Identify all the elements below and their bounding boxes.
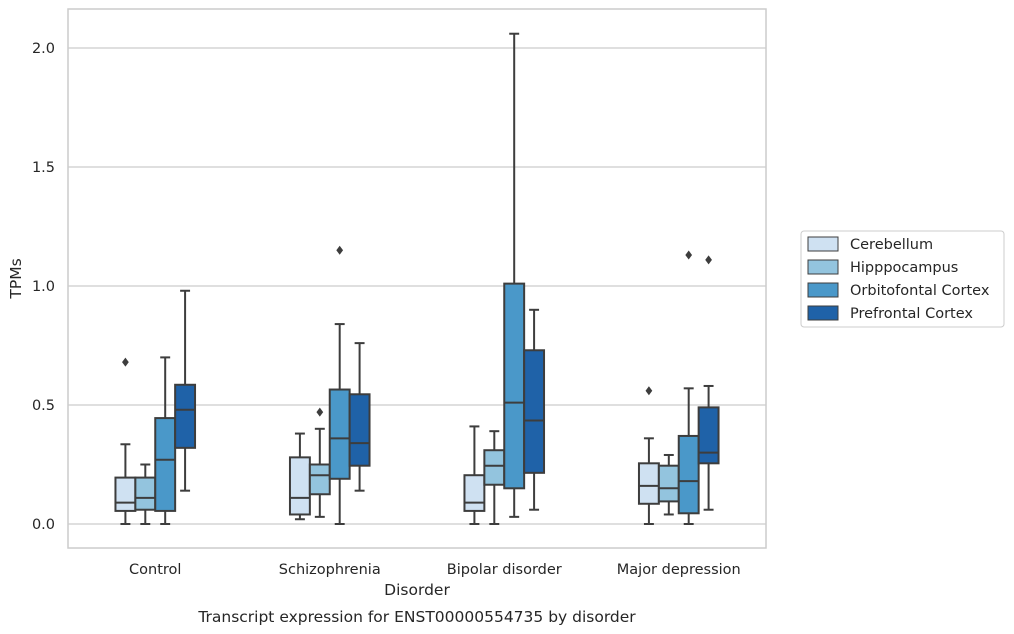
x-tick-label-3: Major depression bbox=[617, 562, 741, 578]
outlier-point-0 bbox=[336, 245, 344, 255]
legend-label-0: Cerebellum bbox=[850, 237, 933, 253]
box-body bbox=[134, 476, 157, 511]
x-tick-labels: Control Schizophrenia Bipolar disorder Majo… bbox=[129, 562, 741, 578]
y-tick-labels: 0.0 0.5 1.0 1.5 2.0 bbox=[32, 41, 55, 533]
box-body bbox=[503, 282, 526, 490]
box-0-1 bbox=[134, 463, 157, 525]
box-body bbox=[288, 456, 311, 516]
legend-label-2: Orbitofontal Cortex bbox=[850, 283, 990, 299]
legend-swatch-2 bbox=[807, 282, 839, 298]
box-body bbox=[348, 393, 371, 467]
legend-label-3: Prefrontal Cortex bbox=[850, 306, 973, 322]
box-body bbox=[677, 434, 700, 515]
y-tick-label-3: 1.5 bbox=[32, 160, 55, 176]
legend-swatch-1 bbox=[807, 259, 839, 275]
box-body bbox=[174, 383, 197, 449]
box-body bbox=[154, 417, 177, 512]
legend-frame bbox=[800, 230, 1005, 328]
box-2-0 bbox=[463, 425, 486, 525]
y-tick-label-4: 2.0 bbox=[32, 41, 55, 57]
outlier-point-0 bbox=[122, 357, 129, 367]
y-axis-title: TPMs bbox=[7, 258, 25, 299]
box-1-3 bbox=[348, 342, 371, 492]
box-body bbox=[483, 449, 506, 486]
legend-swatch-3 bbox=[807, 305, 839, 321]
box-3-2 bbox=[677, 250, 700, 525]
box-body bbox=[523, 349, 546, 474]
box-2-1 bbox=[483, 430, 506, 525]
box-0-2 bbox=[154, 356, 177, 525]
y-tick-label-1: 0.5 bbox=[32, 398, 55, 414]
x-tick-label-1: Schizophrenia bbox=[279, 562, 381, 578]
box-body bbox=[697, 406, 720, 465]
box-3-3 bbox=[697, 255, 720, 511]
y-tick-label-2: 1.0 bbox=[32, 279, 55, 295]
outlier-point-0 bbox=[685, 250, 693, 260]
x-tick-label-0: Control bbox=[129, 562, 181, 578]
legend-swatch-0 bbox=[807, 236, 839, 252]
box-body bbox=[328, 388, 351, 480]
box-body bbox=[637, 462, 660, 505]
outlier-point-0 bbox=[705, 255, 712, 265]
box-groups bbox=[114, 32, 720, 525]
box-body bbox=[657, 464, 680, 503]
box-body bbox=[463, 474, 486, 512]
x-tick-label-2: Bipolar disorder bbox=[447, 562, 562, 578]
legend-label-1: Hipppocampus bbox=[850, 260, 958, 276]
chart-caption: Transcript expression for ENST0000055473… bbox=[197, 608, 636, 626]
plot-frame bbox=[67, 8, 767, 549]
box-body bbox=[308, 463, 331, 496]
box-2-3 bbox=[523, 308, 546, 511]
legend: Cerebellum Hipppocampus Orbitofontal Corte… bbox=[800, 230, 1005, 328]
outlier-point-0 bbox=[316, 407, 324, 417]
box-0-0 bbox=[114, 357, 137, 525]
y-tick-label-0: 0.0 bbox=[32, 517, 55, 533]
box-0-3 bbox=[174, 289, 197, 492]
x-axis-title: Disorder bbox=[384, 581, 450, 599]
box-body bbox=[114, 476, 137, 512]
outlier-point-0 bbox=[645, 386, 653, 396]
